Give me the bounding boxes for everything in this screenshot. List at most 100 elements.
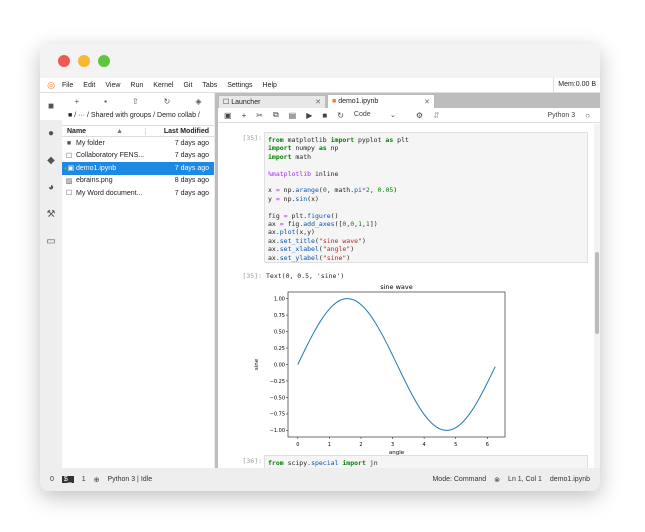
code-token: sin xyxy=(295,194,308,203)
code-token: 2 xyxy=(365,186,370,195)
column-name-label: Name xyxy=(67,127,87,135)
run-icon[interactable]: ▶ xyxy=(306,110,313,120)
minimize-window-button[interactable] xyxy=(78,55,90,67)
x-tick-label: 5 xyxy=(454,442,457,448)
restart-icon[interactable]: ↻ xyxy=(337,110,344,120)
stop-icon[interactable]: ■ xyxy=(322,110,328,120)
file-name: Collaboratory FENS... xyxy=(76,152,145,160)
insert-cell-icon[interactable]: + xyxy=(241,110,247,120)
code-token: "angle" xyxy=(322,245,351,254)
menu-run[interactable]: Run xyxy=(130,81,144,89)
running-icon[interactable]: ● xyxy=(47,128,55,139)
code-line: import numpy as np xyxy=(268,144,584,152)
close-tab-icon[interactable]: ✕ xyxy=(424,98,430,106)
kernel-name[interactable]: Python 3 xyxy=(547,111,576,119)
menu-git[interactable]: Git xyxy=(183,81,193,89)
code-token: plt. xyxy=(287,211,308,220)
kernel-status-icon: ○ xyxy=(585,110,590,120)
code-line: ax.plot(x,y) xyxy=(268,228,584,236)
file-name: My folder xyxy=(76,139,105,147)
code-token: matplotlib xyxy=(283,136,331,144)
x-tick-label: 1 xyxy=(328,442,331,448)
code-token: , xyxy=(369,186,378,195)
scrollbar-thumb[interactable] xyxy=(595,252,599,334)
code-token: = xyxy=(275,194,280,203)
column-name[interactable]: Name ▲ xyxy=(62,127,146,135)
upload-icon[interactable]: ⇧ xyxy=(131,96,139,106)
column-modified[interactable]: Last Modified xyxy=(163,127,209,135)
code-token: import xyxy=(268,152,292,161)
code-token: import xyxy=(342,459,366,467)
new-folder-icon[interactable]: ▪ xyxy=(104,96,107,106)
mode-indicator: Mode: Command xyxy=(432,476,487,483)
code-token: np. xyxy=(279,186,296,195)
code-token: ( xyxy=(314,236,319,245)
git-icon[interactable]: ◆ xyxy=(47,155,55,166)
paste-icon[interactable]: ▤ xyxy=(288,110,297,120)
file-row[interactable]: ☐ My Word document... 7 days ago xyxy=(62,187,214,200)
palette-icon[interactable]: ◕ xyxy=(47,182,55,193)
kernel-icon: ⊕ xyxy=(93,476,100,484)
file-row[interactable]: ☐ Collaboratory FENS... 7 days ago xyxy=(62,150,214,163)
menu-tabs[interactable]: Tabs xyxy=(202,81,218,89)
scrollbar[interactable] xyxy=(594,124,600,468)
code-line: from matplotlib import pyplot as plt xyxy=(268,136,584,144)
code-token: 0 xyxy=(350,220,355,229)
menu-view[interactable]: View xyxy=(105,81,121,89)
breadcrumb-path[interactable]: / ··· / Shared with groups / Demo collab… xyxy=(74,112,200,119)
maximize-window-button[interactable] xyxy=(98,55,110,67)
code-token: , xyxy=(362,220,366,229)
file-row[interactable]: ▨ ebrains.png 8 days ago xyxy=(62,175,214,188)
cursor-position[interactable]: Ln 1, Col 1 xyxy=(508,476,542,483)
code-token: (x) xyxy=(307,194,319,203)
file-modified: 7 days ago xyxy=(174,164,209,172)
git-clone-icon[interactable]: ◈ xyxy=(195,96,202,106)
code-token: import xyxy=(268,144,292,153)
code-token: fig. xyxy=(283,220,304,229)
code-token: inline xyxy=(311,169,339,178)
new-launcher-icon[interactable]: + xyxy=(74,96,80,106)
kernel-status[interactable]: Python 3 | Idle xyxy=(107,476,153,483)
close-tab-icon[interactable]: ✕ xyxy=(315,99,321,106)
code-token: , math. xyxy=(326,186,355,195)
tab-demo1[interactable]: ■ demo1.ipynb ✕ xyxy=(327,94,435,108)
cut-icon[interactable]: ✂ xyxy=(256,110,263,120)
folder-icon[interactable]: ■ xyxy=(40,93,62,120)
tab-label: Launcher xyxy=(231,98,261,106)
file-row[interactable]: ■ My folder 7 days ago xyxy=(62,137,214,150)
menu-help[interactable]: Help xyxy=(262,81,277,89)
code-token: math xyxy=(291,152,312,161)
code-token: , xyxy=(354,220,359,229)
wrench-icon[interactable]: ⚒ xyxy=(46,209,56,220)
close-window-button[interactable] xyxy=(58,55,70,67)
cell-type-select[interactable]: Code ⌄ xyxy=(354,111,406,119)
menu-settings[interactable]: Settings xyxy=(227,81,253,89)
breadcrumb[interactable]: ■ / ··· / Shared with groups / Demo coll… xyxy=(62,109,214,125)
folder-icon: ■ xyxy=(68,112,75,119)
file-row[interactable]: ●▣ demo1.ipynb 7 days ago xyxy=(62,162,214,175)
settings-icon[interactable]: ⚙ xyxy=(415,110,424,120)
menu-edit[interactable]: Edit xyxy=(83,81,96,89)
code-token: = xyxy=(279,220,284,229)
code-line xyxy=(268,178,584,186)
code-line xyxy=(268,161,584,169)
menu-file[interactable]: File xyxy=(62,81,74,89)
jupyter-logo-icon: ◎ xyxy=(47,79,55,90)
git-diff-icon[interactable]: ⇵ xyxy=(433,110,440,120)
copy-icon[interactable]: ⧉ xyxy=(272,110,279,119)
code-line: import math xyxy=(268,153,584,161)
save-icon[interactable]: ▣ xyxy=(224,110,232,120)
code-token: set_ylabel xyxy=(279,253,319,262)
refresh-icon[interactable]: ↻ xyxy=(163,96,171,106)
tab-launcher[interactable]: ☐ Launcher ✕ xyxy=(218,95,326,108)
code-token: ax. xyxy=(268,228,280,237)
code-token: %matplotlib xyxy=(268,169,312,178)
code-token: scipy. xyxy=(283,459,312,467)
code-token: () xyxy=(330,211,339,220)
menu-kernel[interactable]: Kernel xyxy=(153,81,174,89)
code-cell[interactable]: from scipy.special import jn xyxy=(264,455,588,468)
code-cell[interactable]: from matplotlib import pyplot as plt impo… xyxy=(264,132,588,263)
notebook-toolbar: ▣ + ✂ ⧉ ▤ ▶ ■ ↻ Code ⌄ ⚙ ⇵ Python 3 ○ xyxy=(218,108,600,123)
tabs-icon[interactable]: ▭ xyxy=(46,236,56,247)
code-token: 0.05 xyxy=(377,186,394,195)
